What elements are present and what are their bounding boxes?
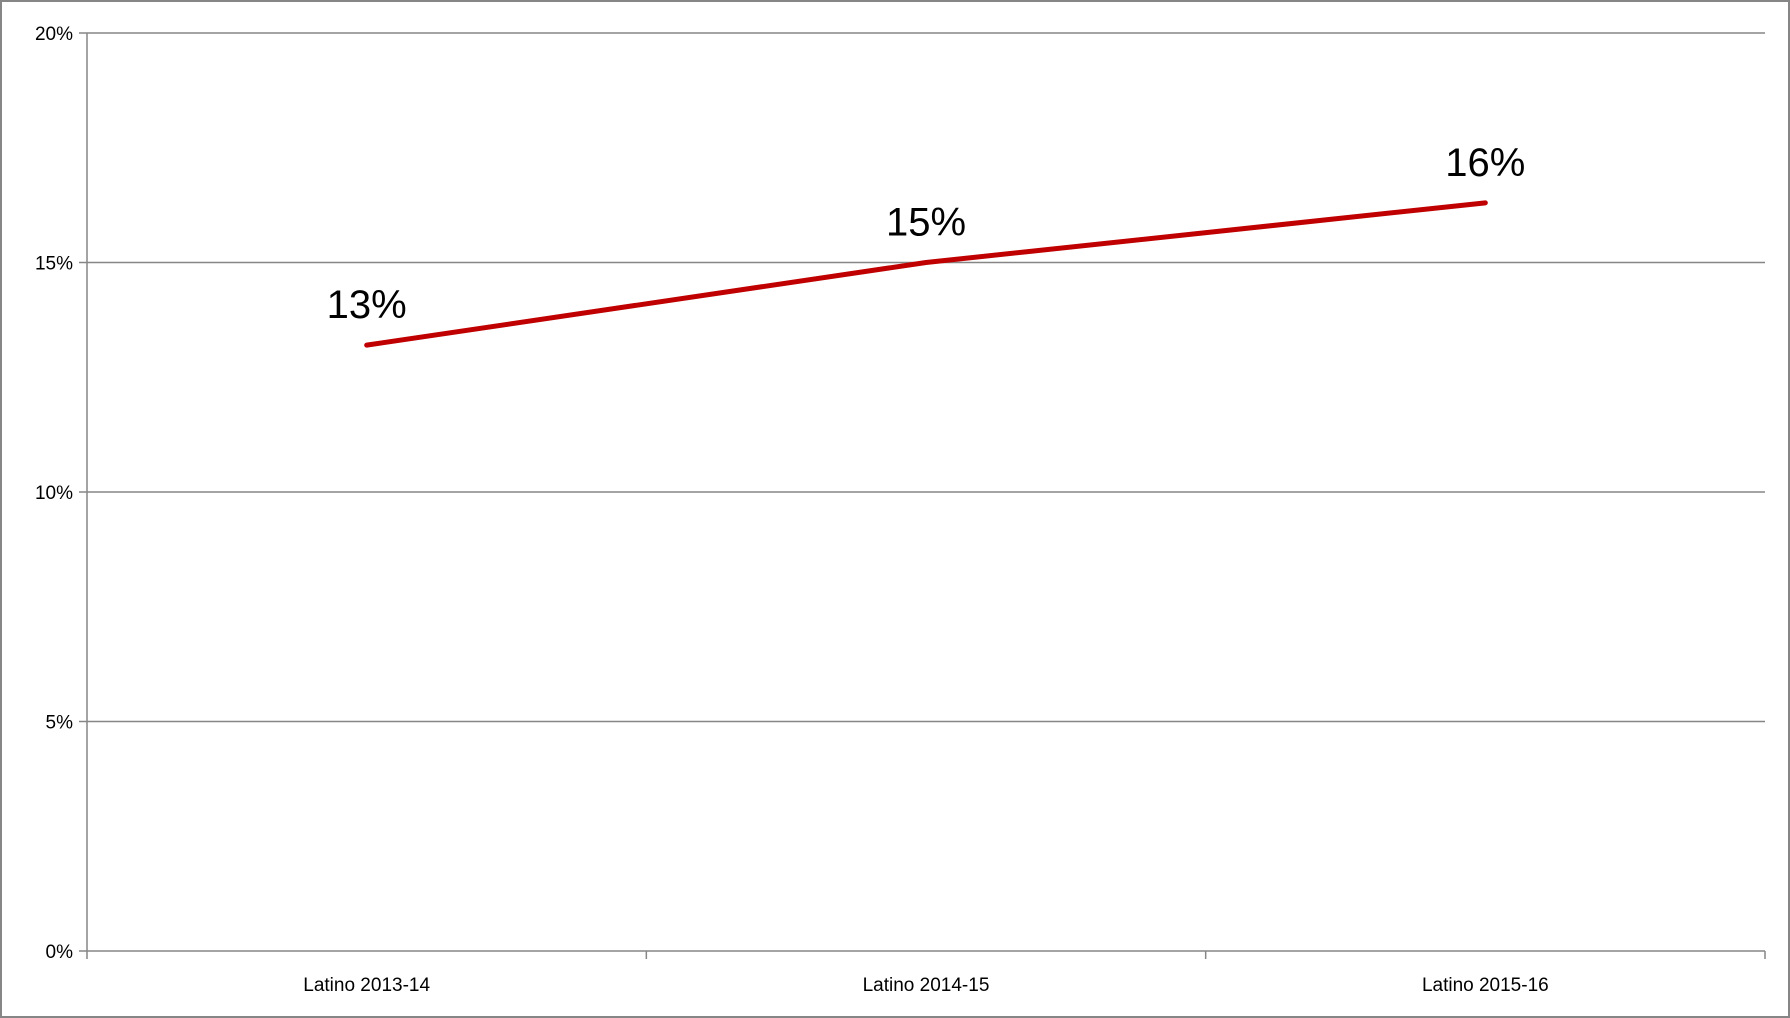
data-label: 16% bbox=[1445, 141, 1525, 185]
y-tick-labels: 0% 5% 10% 15% 20% bbox=[35, 24, 73, 963]
data-label: 13% bbox=[327, 283, 407, 327]
y-tick-label: 5% bbox=[46, 713, 74, 734]
y-tick-label: 20% bbox=[35, 24, 73, 45]
series-line bbox=[364, 200, 1488, 348]
data-label: 15% bbox=[886, 201, 966, 245]
x-tick-labels: Latino 2013-14 Latino 2014-15 Latino 2015-… bbox=[303, 975, 1548, 996]
y-tick-label: 0% bbox=[46, 942, 74, 963]
y-tick-label: 15% bbox=[35, 254, 73, 275]
x-tick-label: Latino 2015-16 bbox=[1422, 975, 1549, 996]
x-axis bbox=[86, 950, 1766, 959]
y-axis bbox=[79, 32, 88, 952]
x-tick-label: Latino 2014-15 bbox=[863, 975, 990, 996]
x-tick-label: Latino 2013-14 bbox=[303, 975, 430, 996]
data-labels: 13% 15% 16% bbox=[327, 141, 1526, 327]
series-group bbox=[364, 200, 1488, 348]
y-tick-label: 10% bbox=[35, 483, 73, 504]
